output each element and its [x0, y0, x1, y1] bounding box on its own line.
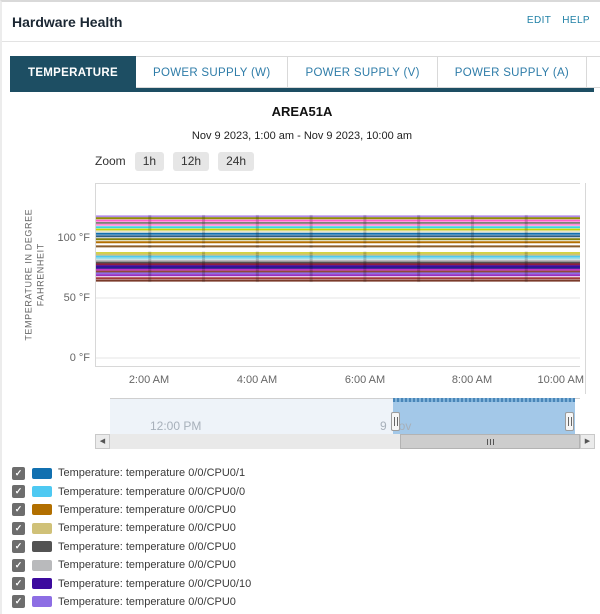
- legend-color-swatch: [32, 486, 52, 498]
- legend-checkbox[interactable]: ✓: [12, 595, 25, 609]
- zoom-label: Zoom: [95, 154, 126, 168]
- x-tick-2am: 2:00 AM: [128, 374, 170, 386]
- navigator-unselected-area[interactable]: [110, 399, 393, 434]
- legend-checkbox[interactable]: ✓: [12, 466, 25, 480]
- series-legend: ✓ Temperature: temperature 0/0/CPU0/1 ✓ …: [12, 464, 251, 611]
- legend-item[interactable]: ✓ Temperature: temperature 0/0/CPU0/10: [12, 574, 251, 592]
- legend-color-swatch: [32, 559, 52, 571]
- navigator-left-handle[interactable]: [391, 412, 400, 431]
- header-links: EDIT HELP: [519, 15, 590, 26]
- legend-color-swatch: [32, 522, 52, 534]
- scrollbar-left-arrow-icon[interactable]: ◀: [95, 434, 110, 449]
- active-tab-underline: [10, 88, 594, 92]
- legend-label: Temperature: temperature 0/0/CPU0: [58, 522, 236, 535]
- tab-spacer: [587, 56, 600, 88]
- checkmark-icon: ✓: [14, 522, 23, 533]
- scrollbar-thumb[interactable]: [400, 434, 580, 449]
- legend-item[interactable]: ✓ Temperature: temperature 0/0/CPU0: [12, 556, 251, 574]
- checkmark-icon: ✓: [14, 486, 23, 497]
- legend-item[interactable]: ✓ Temperature: temperature 0/0/CPU0: [12, 538, 251, 556]
- legend-color-swatch: [32, 467, 52, 479]
- navigator-top-border: [110, 398, 580, 399]
- legend-color-swatch: [32, 504, 52, 516]
- legend-item[interactable]: ✓ Temperature: temperature 0/0/CPU0/0: [12, 482, 251, 500]
- legend-item[interactable]: ✓ Temperature: temperature 0/0/CPU0: [12, 519, 251, 537]
- tab-power-supply-a[interactable]: POWER SUPPLY (A): [437, 56, 588, 88]
- checkmark-icon: ✓: [14, 596, 23, 607]
- y-axis-title: TEMPERATURE IN DEGREE FAHRENHEIT: [23, 209, 46, 341]
- x-tick-10am: 10:00 AM: [537, 374, 584, 386]
- legend-item[interactable]: ✓ Temperature: temperature 0/0/CPU0: [12, 593, 251, 611]
- checkmark-icon: ✓: [14, 541, 23, 552]
- legend-checkbox[interactable]: ✓: [12, 540, 25, 554]
- legend-checkbox[interactable]: ✓: [12, 503, 25, 517]
- header: Hardware Health EDIT HELP: [2, 2, 600, 42]
- y-tick-0: 0 °F: [69, 352, 90, 364]
- scrollbar-track[interactable]: [110, 434, 580, 449]
- checkmark-icon: ✓: [14, 467, 23, 478]
- checkmark-icon: ✓: [14, 504, 23, 515]
- legend-checkbox[interactable]: ✓: [12, 558, 25, 572]
- chart-title: AREA51A: [271, 104, 333, 119]
- x-tick-8am: 8:00 AM: [451, 374, 493, 386]
- zoom-1h-button[interactable]: 1h: [134, 151, 165, 171]
- help-link[interactable]: HELP: [562, 15, 590, 26]
- tab-power-supply-v[interactable]: POWER SUPPLY (V): [288, 56, 438, 88]
- y-axis-title-wrap: TEMPERATURE IN DEGREE FAHRENHEIT: [16, 183, 54, 367]
- x-tick-6am: 6:00 AM: [344, 374, 386, 386]
- tab-power-supply-w[interactable]: POWER SUPPLY (W): [135, 56, 289, 88]
- scrollbar-right-arrow-icon[interactable]: ▶: [580, 434, 595, 449]
- range-navigator[interactable]: [110, 398, 580, 434]
- edit-link[interactable]: EDIT: [526, 15, 552, 26]
- legend-checkbox[interactable]: ✓: [12, 521, 25, 535]
- legend-label: Temperature: temperature 0/0/CPU0: [58, 503, 236, 516]
- checkmark-icon: ✓: [14, 578, 23, 589]
- zoom-controls: Zoom 1h 12h 24h: [95, 151, 255, 171]
- legend-color-swatch: [32, 596, 52, 608]
- legend-color-swatch: [32, 541, 52, 553]
- checkmark-icon: ✓: [14, 559, 23, 570]
- y-tick-50: 50 °F: [63, 292, 90, 304]
- legend-label: Temperature: temperature 0/0/CPU0/10: [58, 577, 252, 590]
- tab-temperature[interactable]: TEMPERATURE: [10, 56, 136, 88]
- zoom-24h-button[interactable]: 24h: [218, 151, 255, 171]
- y-tick-100: 100 °F: [57, 232, 90, 244]
- legend-item[interactable]: ✓ Temperature: temperature 0/0/CPU0: [12, 501, 251, 519]
- legend-checkbox[interactable]: ✓: [12, 485, 25, 499]
- x-tick-4am: 4:00 AM: [236, 374, 278, 386]
- zoom-12h-button[interactable]: 12h: [173, 151, 210, 171]
- navigator-selected-range[interactable]: [393, 398, 575, 434]
- plot-frame: [95, 183, 580, 367]
- page-title: Hardware Health: [12, 14, 123, 30]
- navigator-series-ticks: [393, 398, 575, 402]
- navigator-label-noon: 12:00 PM: [150, 419, 202, 433]
- plot-right-frame: [585, 183, 586, 394]
- navigator-right-handle[interactable]: [565, 412, 574, 431]
- legend-label: Temperature: temperature 0/0/CPU0: [58, 595, 236, 608]
- legend-checkbox[interactable]: ✓: [12, 577, 25, 591]
- legend-label: Temperature: temperature 0/0/CPU0/0: [58, 485, 246, 498]
- legend-label: Temperature: temperature 0/0/CPU0: [58, 540, 236, 553]
- tab-bar: TEMPERATURE POWER SUPPLY (W) POWER SUPPL…: [10, 56, 600, 88]
- legend-item[interactable]: ✓ Temperature: temperature 0/0/CPU0/1: [12, 464, 251, 482]
- chart-date-range: Nov 9 2023, 1:00 am - Nov 9 2023, 10:00 …: [191, 130, 413, 142]
- temperature-line-chart[interactable]: [96, 184, 580, 367]
- legend-color-swatch: [32, 578, 52, 590]
- legend-label: Temperature: temperature 0/0/CPU0: [58, 559, 236, 572]
- legend-label: Temperature: temperature 0/0/CPU0/1: [58, 467, 246, 480]
